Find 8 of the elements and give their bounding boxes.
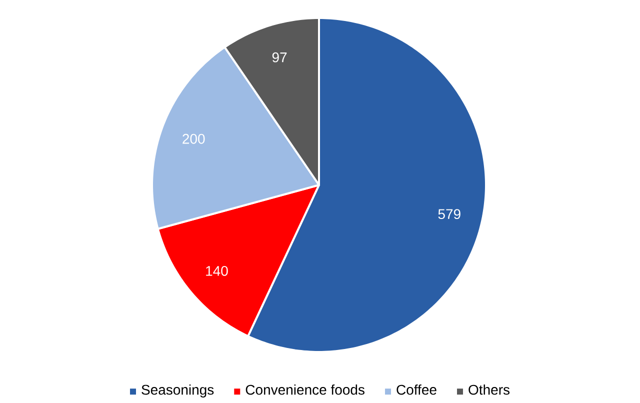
data-label: 140 <box>206 266 228 276</box>
legend-label: Coffee <box>396 384 436 395</box>
legend-label: Seasonings <box>142 384 214 398</box>
legend-label: Convenience foods <box>246 384 364 395</box>
data-label: 579 <box>438 209 460 220</box>
data-label: 97 <box>272 52 287 62</box>
legend-label: Others <box>468 384 510 395</box>
data-label: 200 <box>182 134 205 144</box>
